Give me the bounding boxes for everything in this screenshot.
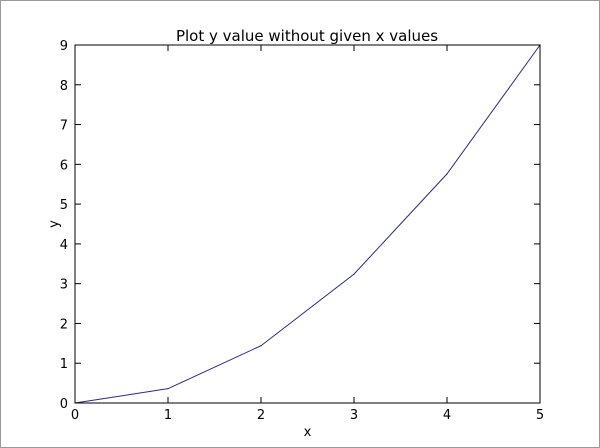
y-tick-label: 8	[60, 79, 68, 94]
series-layer	[74, 44, 541, 404]
chart-title: Plot y value without given x values	[176, 27, 438, 45]
tick-labels: 0 1 2 3 4 5 0 1 2 3 4 5 6 7 8 9	[60, 39, 544, 423]
y-tick-label: 3	[60, 278, 68, 293]
x-tick-label: 0	[71, 408, 79, 423]
y-tick-label: 4	[60, 238, 68, 253]
y-tick-label: 5	[60, 198, 68, 213]
data-point	[353, 273, 355, 275]
x-tick-label: 4	[443, 408, 451, 423]
y-axis-label: y	[47, 220, 62, 228]
series-line	[74, 44, 541, 404]
x-tick-label: 2	[257, 408, 265, 423]
axes-frame	[74, 44, 541, 404]
data-point	[260, 345, 262, 347]
x-axis-label: x	[304, 425, 312, 440]
y-tick-label: 7	[60, 119, 68, 134]
y-tick-label: 6	[60, 158, 68, 173]
y-tick-label: 0	[60, 397, 68, 412]
x-tick-label: 1	[164, 408, 172, 423]
data-point	[167, 388, 169, 390]
y-tick-label: 9	[60, 39, 68, 54]
y-tick-label: 1	[60, 357, 68, 372]
x-tick-label: 5	[536, 408, 544, 423]
y-tick-label: 2	[60, 317, 68, 332]
data-point	[446, 173, 448, 175]
tick-marks	[74, 44, 541, 404]
x-tick-label: 3	[350, 408, 358, 423]
